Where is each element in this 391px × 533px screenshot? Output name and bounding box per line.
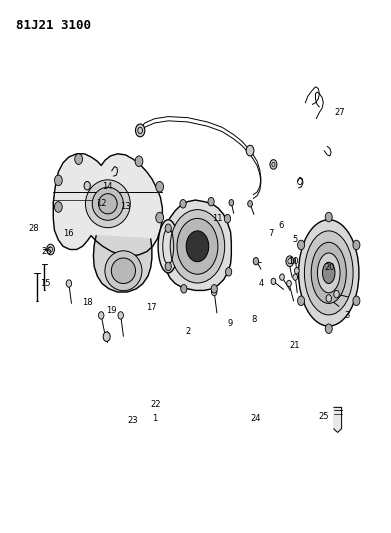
Text: 24: 24	[251, 414, 261, 423]
Circle shape	[75, 154, 83, 165]
Text: 22: 22	[151, 400, 161, 409]
Circle shape	[229, 199, 234, 206]
Text: 3: 3	[345, 311, 350, 320]
Circle shape	[84, 181, 90, 190]
Circle shape	[271, 278, 276, 285]
Text: 1: 1	[152, 414, 157, 423]
Circle shape	[224, 214, 231, 223]
Ellipse shape	[170, 209, 225, 283]
Circle shape	[103, 332, 110, 342]
Ellipse shape	[111, 258, 136, 284]
Circle shape	[212, 288, 217, 296]
Circle shape	[118, 312, 124, 319]
Text: 13: 13	[120, 203, 131, 212]
Ellipse shape	[92, 187, 124, 220]
Circle shape	[353, 240, 360, 250]
Circle shape	[136, 124, 145, 137]
Circle shape	[54, 201, 62, 212]
Circle shape	[353, 296, 360, 305]
Circle shape	[211, 285, 217, 293]
Circle shape	[326, 295, 332, 302]
Text: 17: 17	[147, 303, 157, 312]
Text: 16: 16	[64, 229, 74, 238]
Polygon shape	[53, 154, 162, 256]
Text: 81J21 3100: 81J21 3100	[16, 19, 91, 33]
Text: 26: 26	[41, 247, 52, 256]
Ellipse shape	[317, 253, 340, 293]
Circle shape	[253, 257, 258, 265]
Text: 23: 23	[128, 416, 138, 425]
Ellipse shape	[86, 180, 130, 228]
Text: 12: 12	[96, 199, 106, 208]
Ellipse shape	[186, 231, 209, 262]
Text: 10: 10	[289, 257, 299, 265]
Ellipse shape	[105, 251, 142, 290]
Circle shape	[334, 290, 339, 298]
Circle shape	[325, 324, 332, 334]
Text: 11: 11	[212, 214, 222, 223]
Circle shape	[165, 262, 171, 271]
Text: 9: 9	[228, 319, 233, 328]
Polygon shape	[334, 407, 342, 432]
Circle shape	[66, 280, 72, 287]
Text: 7: 7	[269, 229, 274, 238]
Ellipse shape	[177, 219, 218, 274]
Circle shape	[135, 156, 143, 166]
Ellipse shape	[311, 243, 346, 303]
Ellipse shape	[299, 220, 359, 326]
Ellipse shape	[158, 220, 178, 273]
Text: 2: 2	[185, 327, 190, 336]
Text: 27: 27	[334, 108, 345, 117]
Ellipse shape	[99, 193, 117, 214]
Circle shape	[180, 199, 186, 208]
Circle shape	[99, 312, 104, 319]
Circle shape	[293, 274, 298, 280]
Ellipse shape	[305, 231, 353, 315]
Circle shape	[156, 181, 163, 192]
Polygon shape	[162, 200, 231, 290]
Text: 20: 20	[325, 263, 335, 272]
Text: 6: 6	[278, 221, 284, 230]
Circle shape	[294, 268, 299, 274]
Circle shape	[325, 212, 332, 222]
Circle shape	[47, 244, 54, 255]
Polygon shape	[93, 236, 152, 292]
Circle shape	[246, 146, 254, 156]
Text: 4: 4	[259, 279, 264, 288]
Circle shape	[286, 256, 294, 266]
Text: 18: 18	[82, 298, 93, 307]
Circle shape	[298, 296, 305, 305]
Text: 19: 19	[106, 305, 117, 314]
Circle shape	[248, 200, 252, 207]
Text: 15: 15	[40, 279, 51, 288]
Circle shape	[208, 197, 214, 206]
Circle shape	[165, 224, 171, 232]
Text: 5: 5	[292, 236, 298, 245]
Text: 25: 25	[319, 412, 329, 421]
Circle shape	[156, 212, 163, 223]
Text: 8: 8	[251, 315, 256, 324]
Text: 14: 14	[102, 182, 113, 191]
Circle shape	[270, 160, 277, 169]
Circle shape	[181, 285, 187, 293]
Circle shape	[54, 175, 62, 185]
Circle shape	[280, 274, 284, 280]
Circle shape	[298, 240, 305, 250]
Text: 28: 28	[29, 224, 39, 233]
Circle shape	[287, 280, 291, 287]
Circle shape	[226, 268, 232, 276]
Ellipse shape	[323, 262, 335, 284]
Text: 21: 21	[290, 341, 300, 350]
